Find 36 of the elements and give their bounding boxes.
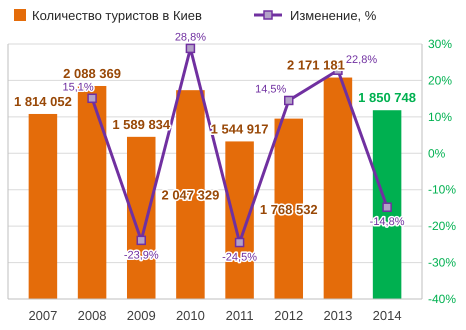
data-label: 1 814 052: [14, 94, 72, 109]
point: [234, 238, 244, 248]
point: [136, 236, 146, 246]
y2-tick-label: 30%: [428, 37, 452, 51]
point: [284, 96, 294, 106]
data-label: 15,1%: [62, 81, 94, 94]
x-tick-label: 2011: [226, 308, 254, 323]
point: [382, 202, 392, 212]
point: [186, 44, 196, 54]
bar: [324, 78, 352, 299]
y2-tick-label: -10%: [428, 182, 456, 197]
legend-label: Изменение, %: [290, 8, 377, 23]
data-label: 2 171 181: [287, 58, 345, 73]
y2-tick-label: 10%: [428, 110, 452, 124]
x-tick-label: 2009: [126, 308, 156, 323]
data-label: 14,5%: [255, 83, 287, 96]
data-label: 22,8%: [346, 54, 378, 66]
y2-tick-label: 0%: [428, 146, 446, 160]
data-label: 1 589 834: [112, 116, 171, 132]
y2-tick-label: -40%: [428, 292, 456, 306]
x-tick-label: 2008: [78, 308, 107, 323]
x-tick-label: 2012: [274, 308, 304, 323]
x-tick-label: 2014: [372, 308, 402, 323]
bar: [28, 114, 58, 299]
x-tick-label: 2013: [323, 308, 352, 323]
data-label: 28,8%: [174, 31, 206, 44]
y2-tick-label: -30%: [428, 256, 456, 270]
data-label: 1 544 917: [210, 121, 269, 136]
legend-label: Количество туристов в Киев: [32, 8, 202, 23]
y2-tick-label: -20%: [428, 219, 456, 234]
data-label: 1 850 748: [358, 90, 416, 106]
y2-tick-label: 20%: [428, 73, 452, 88]
data-label: 2 088 369: [63, 66, 121, 81]
x-tick-label: 2007: [28, 308, 58, 323]
point: [87, 94, 97, 104]
x-tick-label: 2010: [176, 308, 205, 323]
